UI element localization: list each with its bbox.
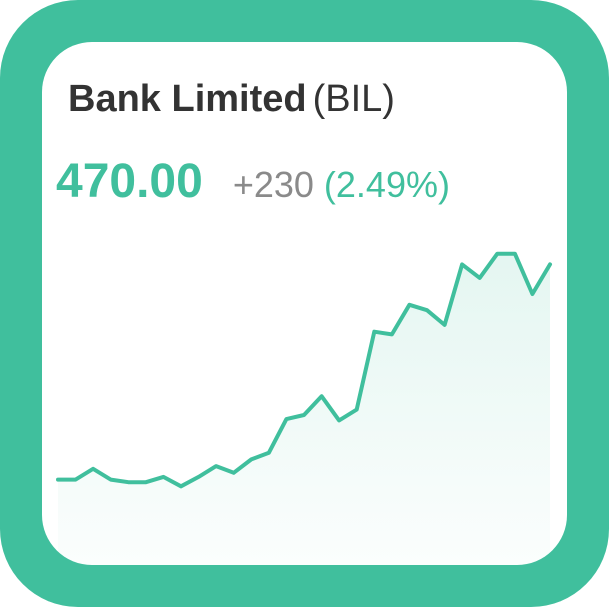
stock-card[interactable]: Bank Limited (BIL) 470.00 +230 (2.49%) bbox=[42, 42, 567, 565]
price-line bbox=[56, 251, 552, 489]
price-change-percent: (2.49%) bbox=[323, 164, 450, 205]
price-chart bbox=[56, 251, 552, 565]
current-price: 470.00 bbox=[56, 155, 203, 208]
price-area bbox=[58, 253, 550, 565]
company-name: Bank Limited bbox=[68, 78, 307, 120]
price-row: 470.00 +230 (2.49%) bbox=[56, 154, 450, 221]
stock-title: Bank Limited (BIL) bbox=[68, 76, 395, 122]
ticker-symbol: (BIL) bbox=[312, 78, 395, 120]
price-change: +230 bbox=[232, 164, 314, 205]
